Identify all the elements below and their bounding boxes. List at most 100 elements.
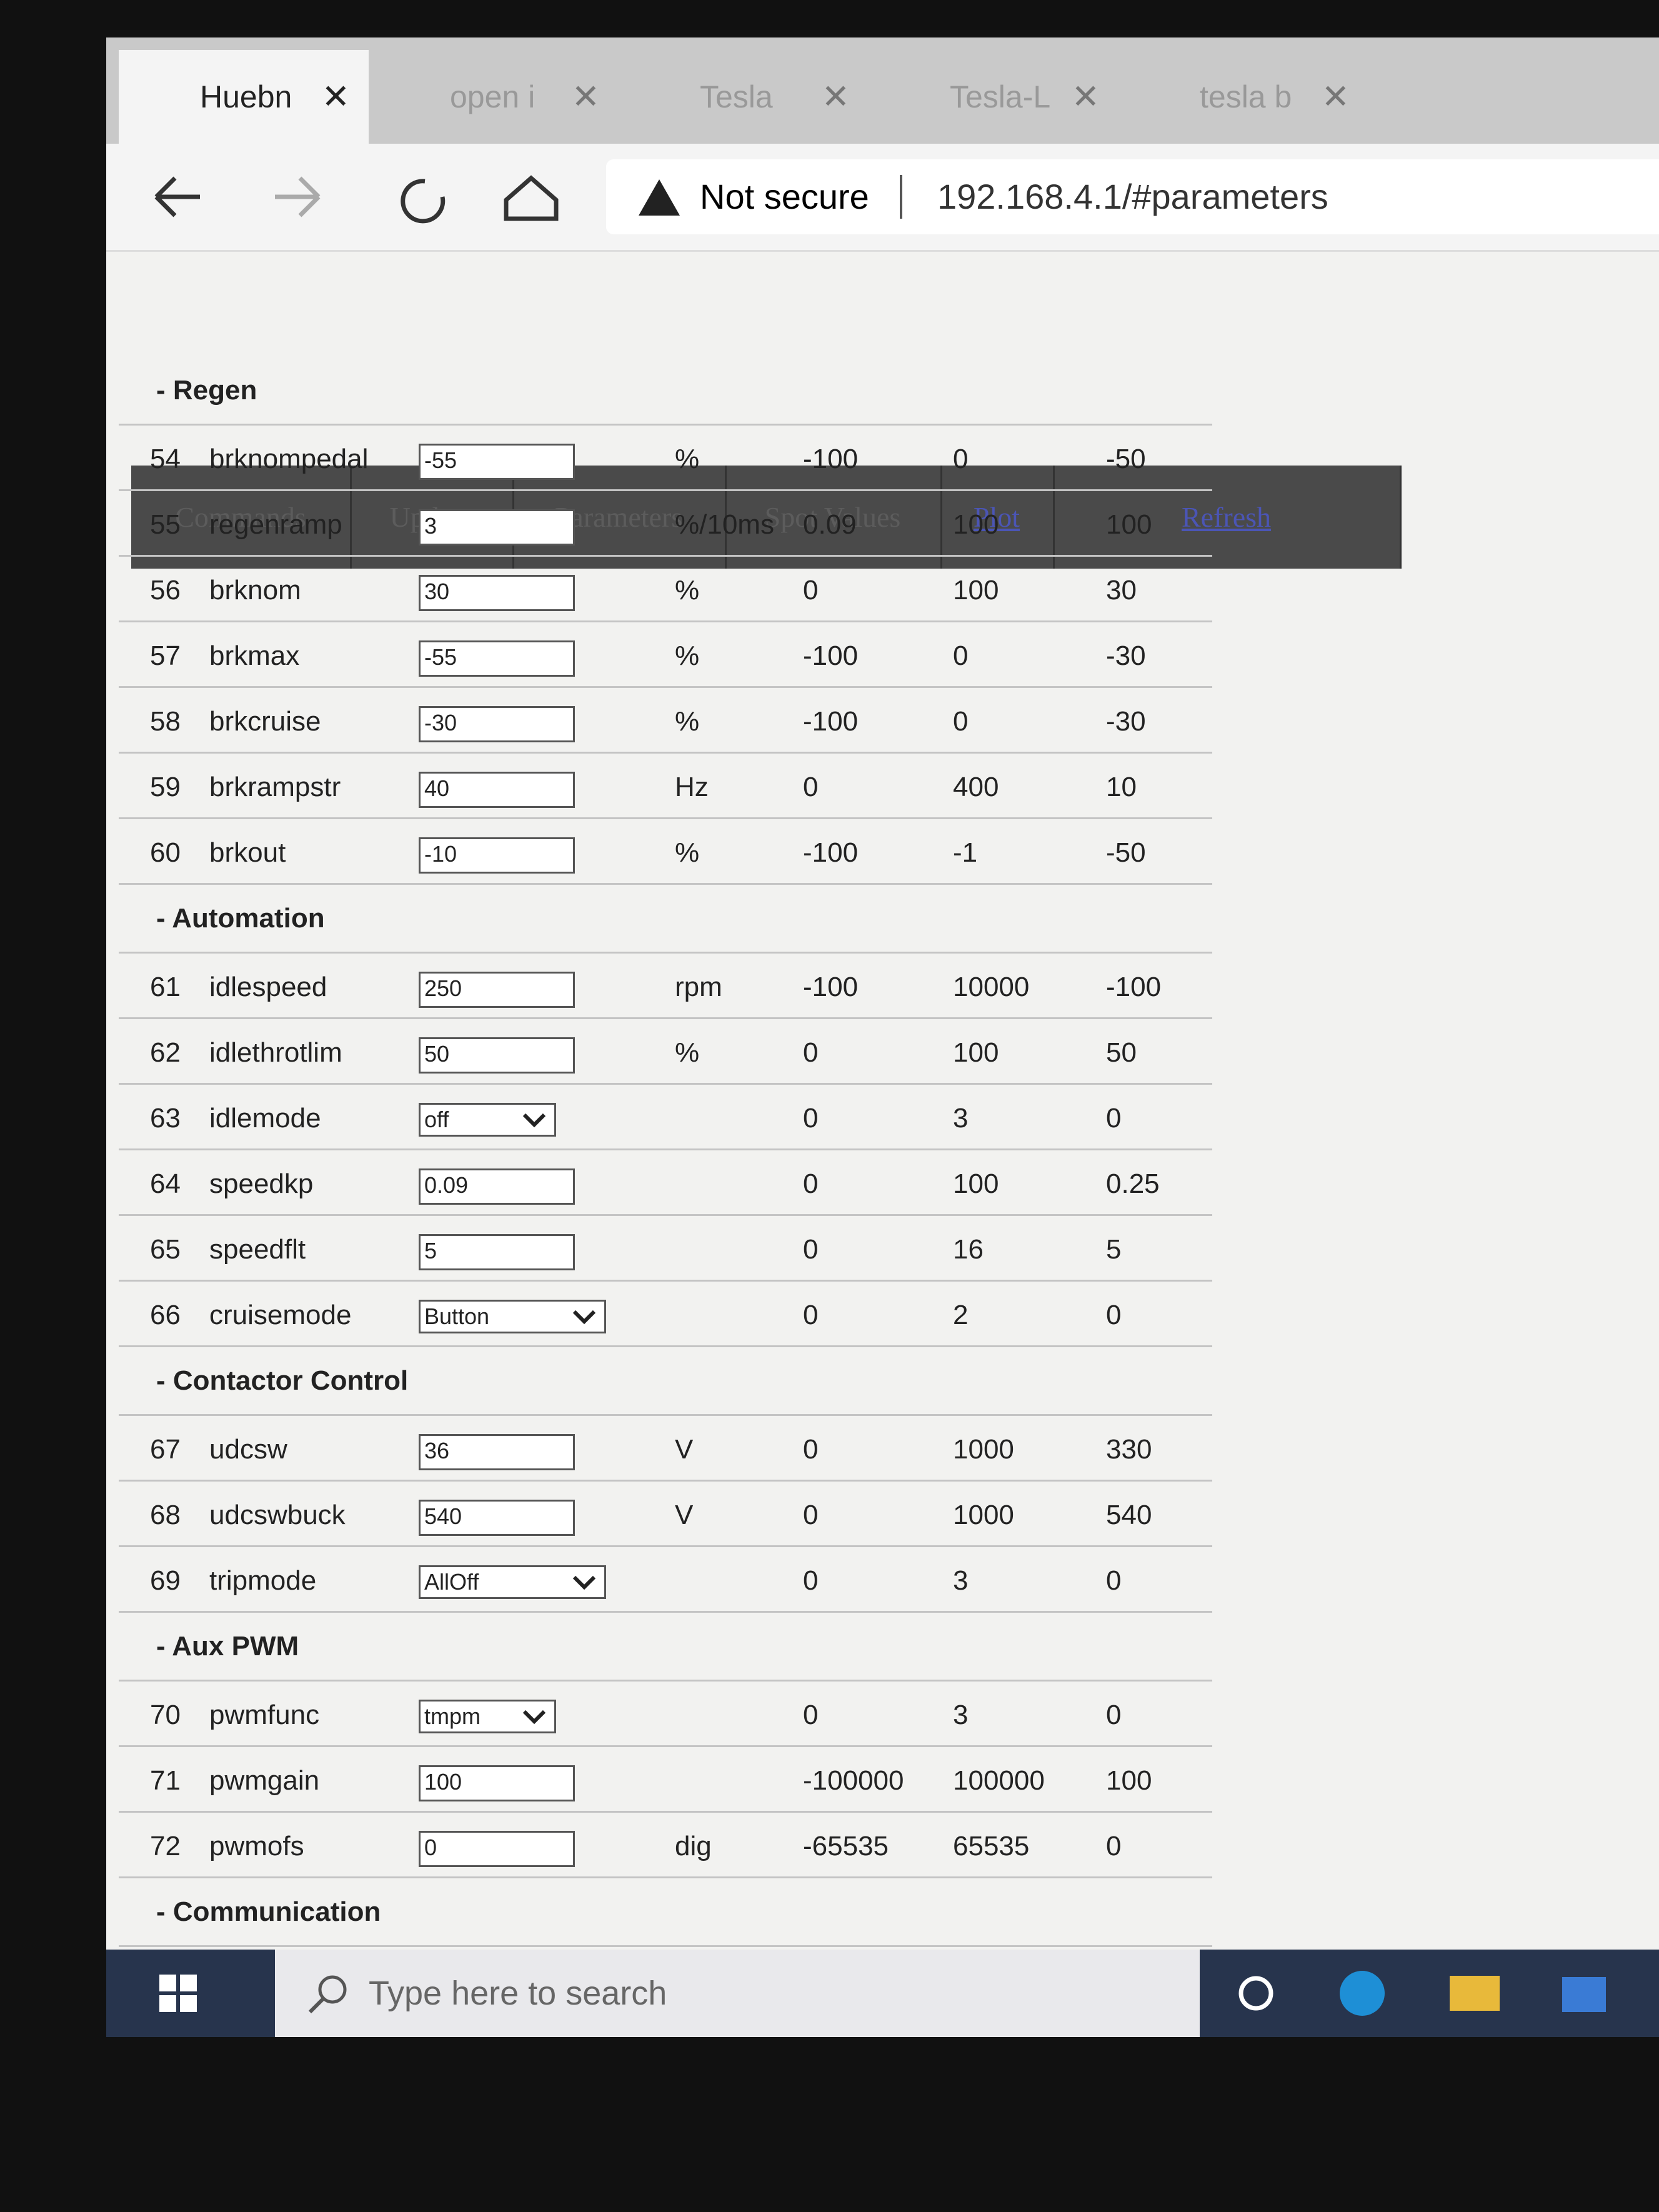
tab-close[interactable]: ✕ [821, 78, 850, 116]
param-input[interactable]: -10 [419, 837, 575, 874]
menu-item[interactable]: Spot Values [725, 466, 942, 569]
search-placeholder: Type here to search [369, 1975, 667, 2012]
param-unit: % [675, 640, 700, 671]
param-unit: Hz [675, 772, 709, 802]
param-max: 100 [953, 1168, 999, 1199]
param-number: 57 [150, 640, 181, 671]
param-input[interactable]: 540 [419, 1500, 575, 1536]
param-select[interactable]: AllOff [419, 1565, 606, 1599]
param-max: 0 [953, 444, 969, 474]
param-default: 0 [1106, 1565, 1122, 1596]
param-unit: % [675, 575, 700, 605]
param-default: 30 [1106, 575, 1137, 605]
menu-item[interactable]: Parameters [512, 466, 727, 569]
param-unit: % [675, 444, 700, 474]
tab[interactable]: Tesla ✕ [619, 50, 869, 144]
param-name: idlethrotlim [209, 1037, 342, 1068]
row-separator [119, 555, 1212, 557]
dropdown-arrow [572, 1575, 596, 1590]
tab[interactable]: Tesla-L ✕ [869, 50, 1118, 144]
row-separator [119, 1280, 1212, 1282]
param-number: 59 [150, 772, 181, 802]
row-separator [119, 1611, 1212, 1613]
param-max: 2 [953, 1300, 969, 1330]
menu-item[interactable]: Commands [131, 466, 352, 569]
param-min: 0 [803, 1103, 819, 1133]
param-input[interactable]: 30 [419, 575, 575, 611]
param-select[interactable]: off [419, 1103, 556, 1137]
param-input[interactable]: -30 [419, 706, 575, 742]
param-input[interactable]: 100 [419, 1765, 575, 1801]
dropdown-arrow [522, 1113, 546, 1128]
menu-item[interactable]: Plot [940, 466, 1055, 569]
taskbar: Type here to search [106, 1950, 1659, 2037]
param-max: 100 [953, 509, 999, 540]
taskbar-icons [1238, 1971, 1606, 2016]
param-min: -100 [803, 444, 859, 474]
param-input[interactable]: 0 [419, 1831, 575, 1867]
param-default: 0.25 [1106, 1168, 1160, 1199]
param-unit: % [675, 837, 700, 868]
group-heading: - Aux PWM [156, 1631, 299, 1661]
param-default: 0 [1106, 1300, 1122, 1330]
param-input[interactable]: 0.09 [419, 1168, 575, 1205]
param-default: -100 [1106, 972, 1162, 1002]
home-button[interactable] [504, 175, 559, 221]
param-input[interactable]: 40 [419, 772, 575, 808]
start-button[interactable] [159, 1975, 197, 2012]
address-bar[interactable]: Not secure 192.168.4.1/#parameters [606, 159, 1659, 234]
tab-close[interactable]: ✕ [571, 78, 600, 116]
param-default: 0 [1106, 1700, 1122, 1730]
param-input[interactable]: 5 [419, 1234, 575, 1270]
row-separator [119, 424, 1212, 426]
param-name: brkmax [209, 640, 300, 671]
back-button[interactable] [154, 176, 200, 217]
param-name: brkrampstr [209, 772, 341, 802]
param-input[interactable]: 3 [419, 509, 575, 546]
row-separator [119, 1745, 1212, 1747]
group-heading: - Regen [156, 375, 257, 406]
param-default: 0 [1106, 1831, 1122, 1861]
param-min: 0 [803, 1300, 819, 1330]
param-default: -30 [1106, 640, 1146, 671]
param-number: 55 [150, 509, 181, 540]
param-select[interactable]: tmpm [419, 1700, 556, 1733]
row-separator [119, 1214, 1212, 1216]
tab-close[interactable]: ✕ [1321, 78, 1350, 116]
param-name: brkout [209, 837, 286, 868]
forward-button[interactable] [275, 176, 321, 217]
param-input[interactable]: -55 [419, 640, 575, 677]
row-separator [119, 1680, 1212, 1681]
param-select[interactable]: Button [419, 1300, 606, 1333]
param-default: 100 [1106, 509, 1152, 540]
param-default: 330 [1106, 1434, 1152, 1465]
group-heading: - Communication [156, 1896, 381, 1927]
tab[interactable]: open i ✕ [369, 50, 619, 144]
param-name: brknompedal [209, 444, 369, 474]
param-min: 0 [803, 1037, 819, 1068]
reload-button[interactable] [401, 179, 446, 224]
row-separator [119, 1545, 1212, 1547]
param-default: 10 [1106, 772, 1137, 802]
param-number: 60 [150, 837, 181, 868]
row-separator [119, 1414, 1212, 1416]
param-min: 0 [803, 1168, 819, 1199]
param-input[interactable]: 36 [419, 1434, 575, 1470]
search-box[interactable]: Type here to search [275, 1950, 1200, 2037]
param-input[interactable]: 250 [419, 972, 575, 1008]
row-separator [119, 1876, 1212, 1878]
tab[interactable]: tesla b ✕ [1118, 50, 1368, 144]
param-min: -65535 [803, 1831, 889, 1861]
param-unit: % [675, 1037, 700, 1068]
param-max: 1000 [953, 1500, 1014, 1530]
param-input[interactable]: 50 [419, 1037, 575, 1074]
row-separator [119, 686, 1212, 688]
menu-bar: CommandsUpdateParametersSpot ValuesPlotR… [131, 466, 1402, 569]
toolbar: Not secure 192.168.4.1/#parameters [106, 144, 1659, 252]
tab[interactable]: Huebn ✕ [119, 50, 369, 144]
param-input[interactable]: -55 [419, 444, 575, 480]
tab-close[interactable]: ✕ [321, 78, 350, 116]
menu-item[interactable]: Refresh [1053, 466, 1402, 569]
tab-close[interactable]: ✕ [1071, 78, 1100, 116]
